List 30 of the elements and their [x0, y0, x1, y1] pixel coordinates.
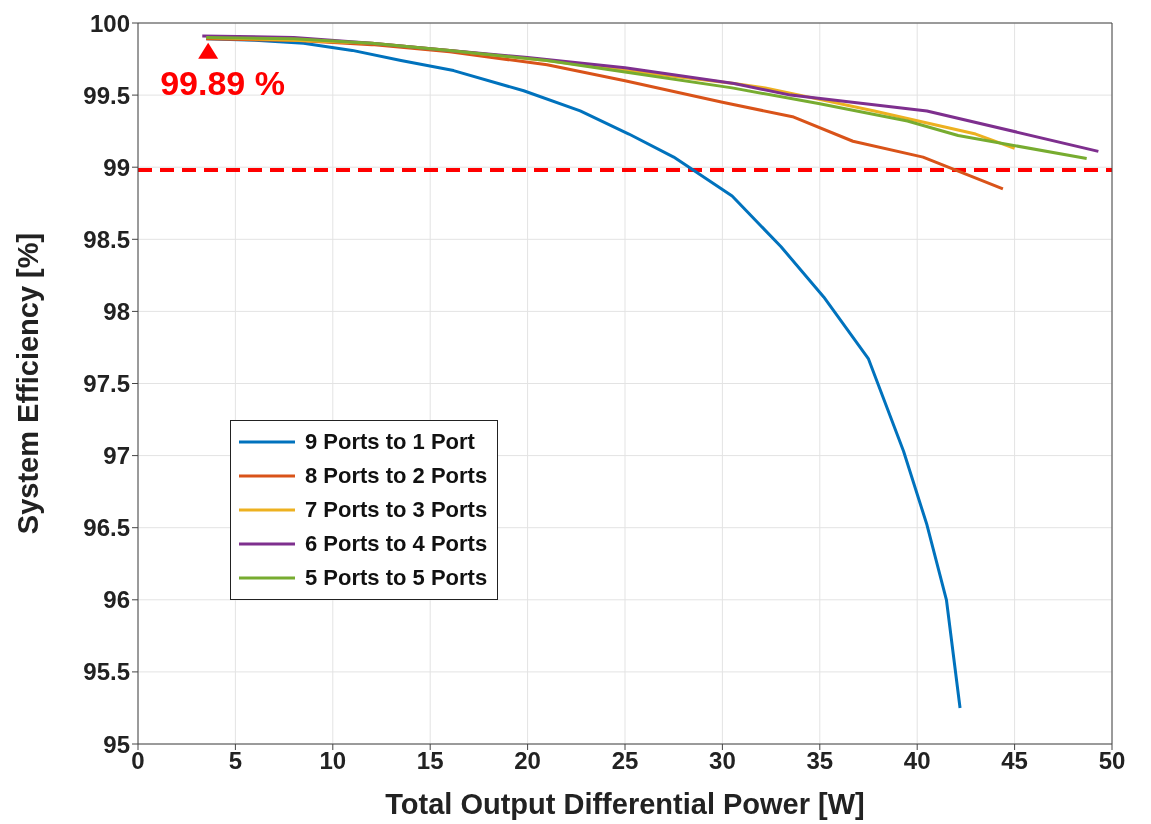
y-tick-label: 100 — [89, 9, 130, 37]
x-tick-label: 0 — [131, 747, 145, 775]
y-tick-label: 98.5 — [83, 225, 130, 253]
legend-label: 6 Ports to 4 Ports — [305, 531, 488, 557]
x-axis-title: Total Output Differential Power [W] — [385, 788, 865, 820]
x-tick-label: 15 — [416, 747, 444, 775]
x-tick-label: 30 — [709, 747, 736, 775]
legend-label: 8 Ports to 2 Ports — [305, 463, 488, 489]
x-tick-label: 40 — [903, 747, 931, 775]
y-tick-label: 99 — [103, 153, 130, 181]
y-axis-title: System Efficiency [%] — [12, 232, 45, 535]
x-tick-label: 20 — [514, 747, 541, 775]
y-tick-label: 98 — [103, 297, 130, 325]
x-tick-label: 45 — [1001, 747, 1028, 775]
annotation: 99.89 % — [160, 63, 285, 102]
x-tick-label: 25 — [611, 747, 639, 775]
y-tick-label: 97.5 — [83, 370, 130, 398]
legend-label: 7 Ports to 3 Ports — [305, 497, 488, 523]
x-tick-label: 5 — [228, 747, 243, 775]
x-tick-label: 50 — [1098, 747, 1126, 775]
y-tick-label: 99.5 — [83, 81, 130, 109]
x-tick-label: 35 — [806, 747, 834, 775]
legend-label: 9 Ports to 1 Port — [305, 429, 475, 455]
y-tick-label: 95 — [103, 730, 130, 758]
legend-label: 5 Ports to 5 Ports — [305, 565, 488, 591]
y-tick-label: 97 — [103, 442, 130, 470]
y-tick-label: 96.5 — [83, 514, 130, 542]
y-tick-label: 95.5 — [83, 658, 130, 686]
x-tick-label: 10 — [319, 747, 347, 775]
y-tick-label: 96 — [103, 586, 130, 614]
